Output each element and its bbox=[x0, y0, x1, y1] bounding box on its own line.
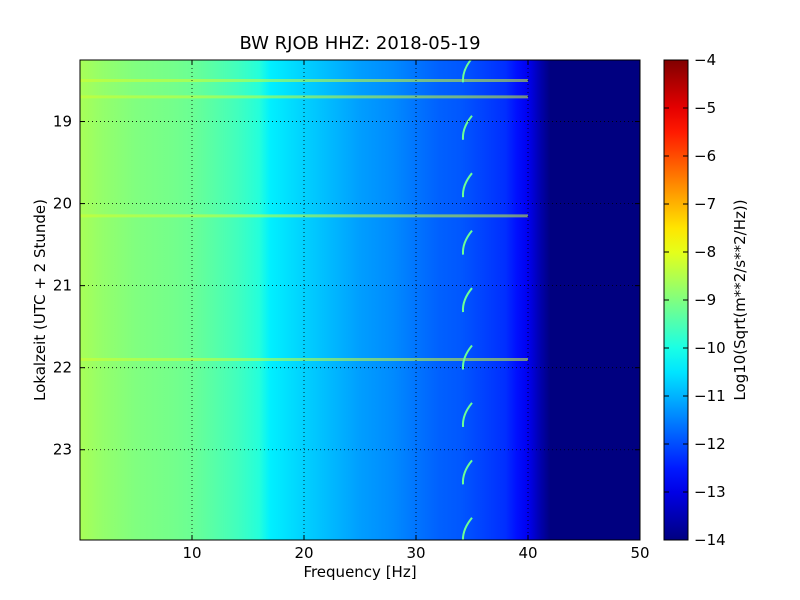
colorbar-tick-label-10: −14 bbox=[694, 531, 726, 549]
colorbar-tick-label-0: −4 bbox=[694, 51, 716, 69]
tonal-arc-7 bbox=[461, 459, 473, 485]
colorbar-tick-label-6: −10 bbox=[694, 339, 726, 357]
colorbar-tick-label-7: −11 bbox=[694, 387, 726, 405]
y-tick-label-4: 23 bbox=[53, 441, 72, 459]
tonal-arc-3 bbox=[461, 229, 473, 255]
tonal-arc-5 bbox=[461, 344, 473, 370]
x-tick-label-3: 40 bbox=[518, 544, 537, 562]
colorbar-tick-label-9: −13 bbox=[694, 483, 726, 501]
colorbar-tick-label-5: −9 bbox=[694, 291, 716, 309]
colorbar-ticks: −4 −5 −6 −7 −8 −9 −10 −11 −12 −13 −14 bbox=[664, 51, 726, 549]
y-tick-label-0: 19 bbox=[53, 113, 72, 131]
x-axis-label: Frequency [Hz] bbox=[303, 563, 416, 581]
y-axis-label: Lokalzeit (UTC + 2 Stunde) bbox=[31, 199, 49, 401]
tonal-arc-1 bbox=[461, 115, 473, 140]
spectrogram-image bbox=[80, 60, 640, 540]
plot-frame bbox=[79, 59, 641, 541]
y-tick-label-3: 22 bbox=[53, 359, 72, 377]
colorbar-tick-label-8: −12 bbox=[694, 435, 726, 453]
x-tick-label-4: 50 bbox=[630, 544, 649, 562]
x-tick-label-1: 20 bbox=[294, 544, 313, 562]
colorbar-tick-label-3: −7 bbox=[694, 195, 716, 213]
colorbar-tick-label-4: −8 bbox=[694, 243, 716, 261]
x-tick-label-0: 10 bbox=[182, 544, 201, 562]
x-tick-label-2: 30 bbox=[406, 544, 425, 562]
tonal-arc-6 bbox=[461, 402, 473, 428]
y-axis-ticks: 19 20 21 22 23 bbox=[53, 113, 640, 459]
plot-area bbox=[80, 60, 640, 540]
grid-layer bbox=[80, 60, 640, 540]
chart-title: BW RJOB HHZ: 2018-05-19 bbox=[239, 33, 480, 54]
y-tick-label-2: 21 bbox=[53, 277, 72, 295]
y-tick-label-1: 20 bbox=[53, 195, 72, 213]
tonal-arc-2 bbox=[461, 172, 473, 198]
colorbar-tick-label-2: −6 bbox=[694, 147, 716, 165]
colorbar-tick-label-1: −5 bbox=[694, 99, 716, 117]
colorbar-label: Log10(Sqrt(m**2/s**2/Hz)) bbox=[731, 199, 749, 400]
tonal-arc-4 bbox=[461, 287, 473, 313]
x-axis-ticks: 10 20 30 40 50 bbox=[182, 60, 650, 562]
tonal-arcs-layer bbox=[461, 60, 473, 540]
